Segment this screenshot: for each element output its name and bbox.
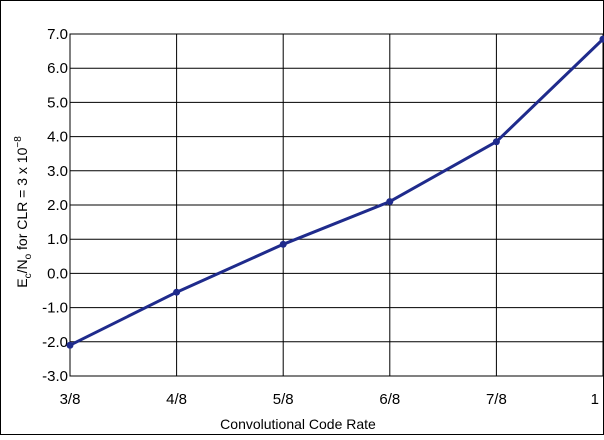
x-tick-label: 4/8	[166, 391, 187, 408]
x-tick-label: 7/8	[486, 391, 507, 408]
y-tick-label: -1.0	[42, 300, 68, 317]
x-tick-label: 5/8	[273, 391, 294, 408]
y-tick-label: -3.0	[42, 368, 68, 385]
y-tick-label: 3.0	[47, 163, 68, 180]
y-axis-title-slash: /N	[14, 259, 30, 273]
data-point	[493, 138, 500, 145]
y-tick-label: -2.0	[42, 334, 68, 351]
y-axis-title-mid: for CLR = 3 x 10	[14, 147, 30, 253]
y-tick-label: 1.0	[47, 231, 68, 248]
y-tick-label: 5.0	[47, 94, 68, 111]
x-axis-title: Convolutional Code Rate	[220, 416, 376, 432]
data-point	[280, 241, 287, 248]
x-tick-label: 6/8	[379, 391, 400, 408]
y-axis-title-exp: −8	[13, 136, 24, 148]
x-tick-label: 3/8	[60, 391, 81, 408]
y-axis-title-e: E	[14, 278, 30, 287]
y-tick-label: 6.0	[47, 60, 68, 77]
x-tick-label: 1	[591, 391, 599, 408]
y-tick-label: 0.0	[47, 265, 68, 282]
data-point	[67, 342, 74, 349]
y-tick-label: 2.0	[47, 197, 68, 214]
data-point	[386, 198, 393, 205]
y-tick-label: 7.0	[47, 26, 68, 43]
data-point	[173, 289, 180, 296]
y-tick-label: 4.0	[47, 129, 68, 146]
